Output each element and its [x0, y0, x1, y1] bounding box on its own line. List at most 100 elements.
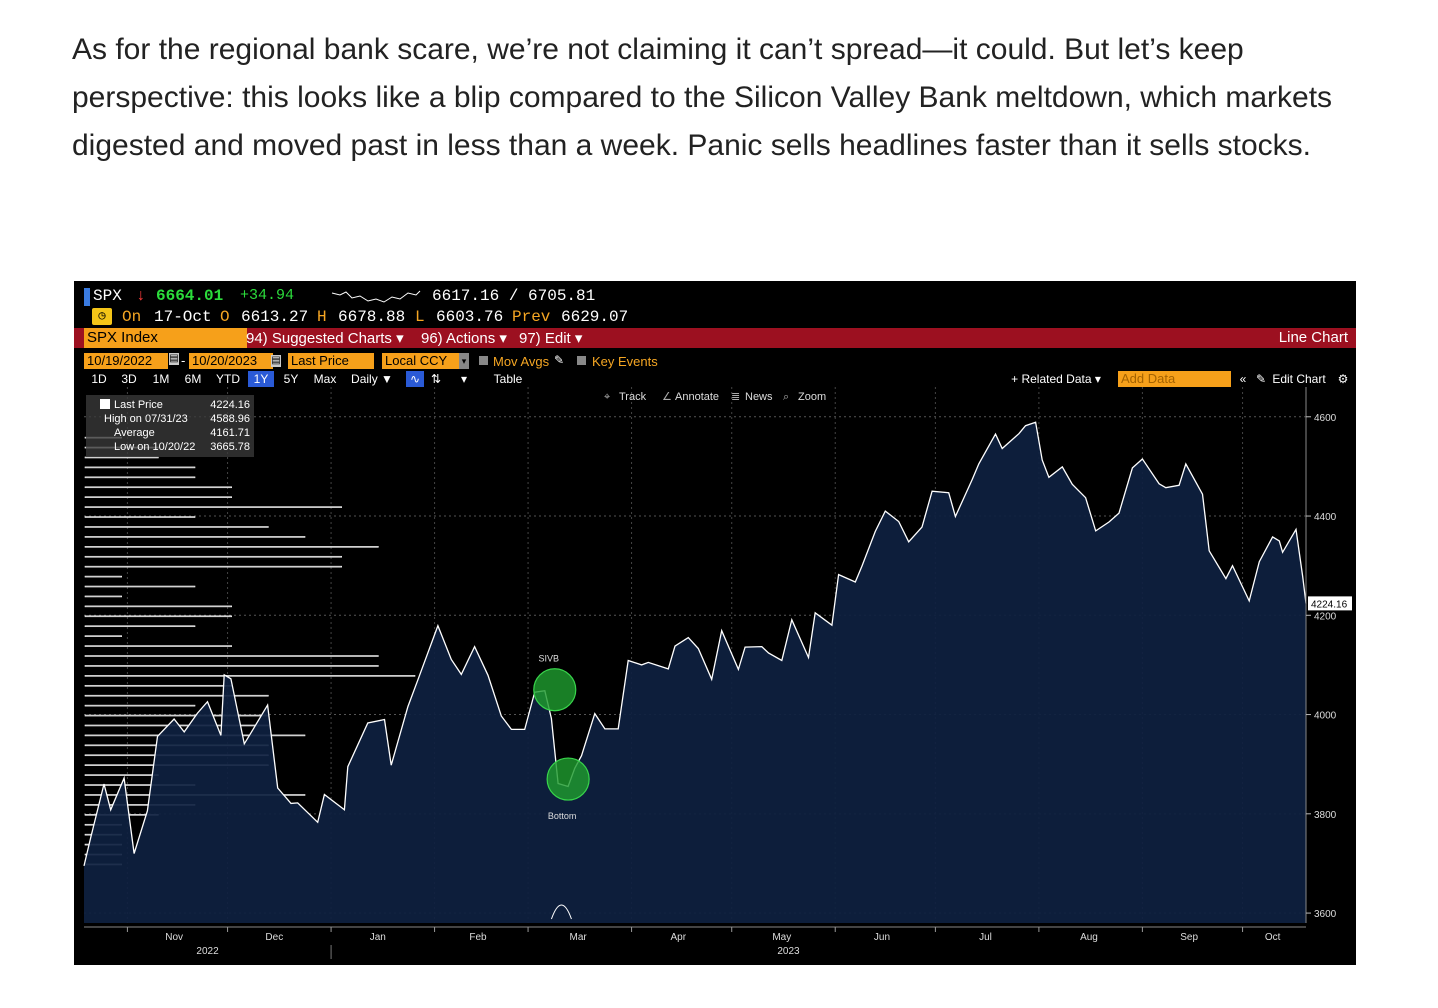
quote-line: SPX ↓ 6664.01 +34.94 6617.16 / 6705.81 [74, 287, 1356, 307]
chart-tools: ⌖ Track ∠ Annotate ≣ News ⌕ Zoom [604, 391, 826, 403]
key-events-label[interactable]: Key Events [592, 354, 658, 369]
annotate-tool[interactable]: Annotate [675, 391, 719, 403]
y-tick-label: 3800 [1314, 810, 1337, 821]
legend: Last Price 4224.16 High on 07/31/23 4588… [86, 395, 254, 457]
edit-chart-button[interactable]: Edit Chart [1272, 372, 1326, 386]
legend-last-value: 4224.16 [210, 399, 250, 411]
x-year-label: 2023 [777, 946, 800, 957]
high-value: 6678.88 [338, 308, 406, 326]
suggested-charts-menu[interactable]: 94) Suggested Charts ▾ [246, 330, 404, 347]
frequency-select[interactable]: Daily ▼ [351, 372, 393, 386]
chevron-down-icon[interactable]: ▾ [460, 372, 468, 386]
edit-menu[interactable]: 97) Edit ▾ [519, 330, 583, 347]
volume-bar [84, 516, 196, 518]
volume-bar [84, 486, 232, 489]
legend-avg-value: 4161.71 [210, 427, 250, 439]
chart-type-label[interactable]: Line Chart [1278, 329, 1348, 346]
ohlc-line: ◷ On 17-Oct O 6613.27 H 6678.88 L 6603.7… [74, 308, 1356, 328]
legend-low-value: 3665.78 [210, 441, 250, 453]
zoom-tool[interactable]: Zoom [798, 391, 826, 403]
table-button[interactable]: Table [493, 372, 523, 386]
legend-avg-label: Average [114, 427, 155, 439]
news-icon[interactable]: ≣ [731, 391, 740, 403]
date-label: On [122, 308, 142, 326]
news-tool[interactable]: News [745, 391, 773, 403]
volume-bar [84, 704, 196, 707]
last-price-tag: 4224.16 [1311, 599, 1348, 610]
period-1y[interactable]: 1Y [248, 371, 274, 387]
x-month-label: Apr [671, 932, 687, 943]
x-month-label: Jul [979, 932, 992, 943]
line-chart-icon[interactable]: ∿ [406, 371, 424, 387]
y-tick-label: 4400 [1314, 512, 1337, 523]
gear-icon[interactable]: ⚙ [1337, 372, 1349, 386]
low-label: L [415, 308, 425, 326]
chart-style-icon[interactable]: ⇅ [430, 372, 442, 386]
actions-menu[interactable]: 96) Actions ▾ [421, 330, 507, 347]
last-price-tag-box [1308, 596, 1352, 611]
end-date-field[interactable]: 10/20/2023 [189, 353, 273, 369]
x-month-label: Dec [265, 932, 283, 943]
volume-bar [84, 476, 196, 479]
clock-icon[interactable]: ◷ [92, 308, 112, 325]
toolbar: 1D 3D 1M 6M YTD 1Y 5Y Max Daily ▼ ∿ ⇅ ▾ … [74, 371, 1356, 387]
x-month-label: Aug [1080, 932, 1098, 943]
y-tick-label: 4000 [1314, 711, 1337, 722]
period-5y[interactable]: 5Y [283, 372, 299, 386]
chevron-down-icon[interactable]: ▾ [459, 353, 469, 369]
sparkline-icon [331, 290, 421, 303]
legend-high-value: 4588.96 [210, 413, 250, 425]
pencil-icon[interactable]: ✎ [1255, 372, 1267, 386]
period-ytd[interactable]: YTD [216, 372, 240, 386]
add-data-input[interactable]: Add Data [1118, 371, 1231, 387]
mov-avgs-label[interactable]: Mov Avgs [493, 354, 550, 369]
legend-high-label: High on 07/31/23 [104, 413, 188, 425]
arch-mark [550, 904, 572, 920]
price-field-select[interactable]: Last Price [288, 353, 374, 369]
volume-bar [84, 665, 379, 667]
settings-bar: 10/19/2022 ▤ - 10/20/2023 ▤ Last Price L… [74, 352, 1356, 370]
prev-label: Prev [512, 308, 551, 326]
price-area [84, 422, 1306, 923]
volume-bar [84, 774, 159, 776]
volume-bar [84, 546, 379, 548]
ticker: SPX [93, 287, 122, 305]
period-1d[interactable]: 1D [91, 372, 107, 386]
annotate-icon[interactable]: ∠ [662, 391, 672, 403]
mov-avgs-checkbox[interactable] [479, 356, 488, 365]
quote-date: 17-Oct [154, 308, 212, 326]
track-icon[interactable]: ⌖ [604, 391, 610, 403]
period-1m[interactable]: 1M [152, 372, 170, 386]
prev-value: 6629.07 [561, 308, 629, 326]
x-month-label: Nov [165, 932, 183, 943]
zoom-icon[interactable]: ⌕ [783, 391, 789, 403]
volume-bar [84, 536, 306, 538]
pencil-icon[interactable]: ✎ [554, 353, 565, 367]
volume-bar [84, 526, 269, 528]
calendar-icon[interactable]: ▤ [271, 355, 281, 367]
track-tool[interactable]: Track [619, 391, 647, 403]
y-tick-label: 3600 [1314, 909, 1337, 920]
related-data-menu[interactable]: + Related Data ▾ [1011, 372, 1101, 386]
bloomberg-chart-panel: SPX ↓ 6664.01 +34.94 6617.16 / 6705.81 ◷… [74, 281, 1356, 965]
calendar-icon[interactable]: ▤ [169, 353, 179, 365]
start-date-field[interactable]: 10/19/2022 [84, 353, 168, 369]
period-3d[interactable]: 3D [121, 372, 137, 386]
volume-bar [84, 645, 232, 647]
legend-last-label: Last Price [114, 399, 163, 411]
annotation-label: Bottom [548, 811, 577, 821]
volume-bar [84, 714, 269, 717]
period-max[interactable]: Max [313, 372, 337, 386]
collapse-icon[interactable]: « [1239, 372, 1247, 386]
y-tick-label: 4600 [1314, 413, 1337, 424]
volume-bar [84, 635, 122, 637]
volume-bar [84, 684, 232, 687]
security-field[interactable]: SPX Index [84, 328, 247, 348]
period-6m[interactable]: 6M [184, 372, 202, 386]
open-label: O [220, 308, 230, 326]
key-events-checkbox[interactable] [577, 356, 586, 365]
volume-bar [84, 496, 232, 498]
legend-low-label: Low on 10/20/22 [114, 441, 195, 453]
currency-select[interactable]: Local CCY [382, 353, 462, 369]
ticker-marker [84, 288, 90, 306]
